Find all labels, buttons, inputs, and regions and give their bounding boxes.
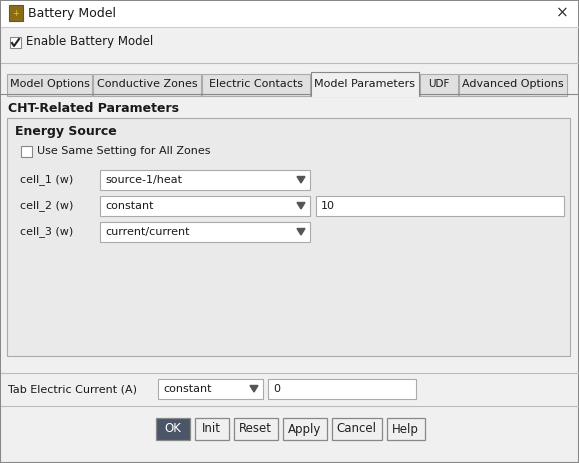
Text: source-1/heat: source-1/heat [105,175,182,185]
Text: cell_3 (w): cell_3 (w) [20,226,74,238]
Polygon shape [297,176,305,183]
Bar [420,74,458,96]
Text: current/current: current/current [105,227,189,237]
Bar [156,418,189,440]
Text: cell_2 (w): cell_2 (w) [20,200,74,212]
Bar [21,146,32,157]
Text: Advanced Options: Advanced Options [462,79,564,89]
Polygon shape [297,229,305,235]
Text: Help: Help [392,423,419,436]
Text: OK: OK [164,423,181,436]
Bar [1,373,578,405]
Bar [7,74,92,96]
Polygon shape [250,386,258,392]
Bar [10,37,21,48]
Text: ×: × [556,6,569,20]
Bar [1,95,578,370]
Bar [332,418,382,440]
Text: Model Options: Model Options [10,79,89,89]
Text: Electric Contacts: Electric Contacts [209,79,303,89]
Bar [202,74,310,96]
Bar [158,379,263,399]
Bar [268,379,416,399]
Text: CHT-Related Parameters: CHT-Related Parameters [8,101,179,114]
Text: Conductive Zones: Conductive Zones [97,79,197,89]
Text: Energy Source: Energy Source [15,125,117,138]
Text: cell_1 (w): cell_1 (w) [20,175,74,186]
Text: Cancel: Cancel [336,423,376,436]
Bar [100,196,310,216]
Bar [311,72,419,96]
Text: Reset: Reset [239,423,272,436]
Text: Battery Model: Battery Model [28,6,116,19]
Text: Tab Electric Current (A): Tab Electric Current (A) [8,384,137,394]
Bar [9,5,23,21]
Bar [316,196,564,216]
Text: Enable Battery Model: Enable Battery Model [26,36,153,49]
Bar [195,418,229,440]
Text: constant: constant [105,201,153,211]
Text: Model Parameters: Model Parameters [314,79,416,89]
Text: constant: constant [163,384,211,394]
Bar [93,74,201,96]
Bar [1,1,578,27]
Bar [100,222,310,242]
Bar [459,74,567,96]
Text: Init: Init [202,423,221,436]
Bar [233,418,277,440]
Text: Use Same Setting for All Zones: Use Same Setting for All Zones [37,146,211,156]
Text: 10: 10 [321,201,335,211]
Text: 0: 0 [273,384,280,394]
Bar [283,418,327,440]
Bar [7,118,570,356]
Text: +: + [13,8,20,18]
Polygon shape [297,202,305,209]
Text: Apply: Apply [288,423,321,436]
Bar [312,95,419,97]
Bar [387,418,424,440]
Bar [100,170,310,190]
Text: UDF: UDF [428,79,450,89]
